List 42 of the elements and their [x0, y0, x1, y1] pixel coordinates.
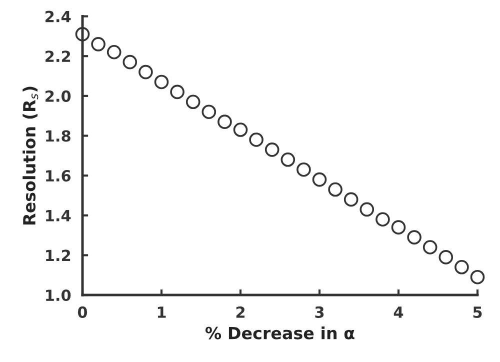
y-tick-label: 1.0 — [46, 289, 71, 302]
point — [202, 104, 216, 120]
point — [138, 64, 153, 80]
point — [264, 142, 280, 157]
point — [249, 132, 264, 147]
point — [312, 172, 327, 187]
point — [391, 220, 406, 234]
point — [296, 162, 311, 177]
point — [376, 212, 390, 227]
x-tick-label: 1 — [158, 306, 166, 318]
point — [233, 122, 248, 137]
point — [328, 182, 342, 197]
point — [454, 260, 469, 274]
point — [422, 240, 438, 254]
x-tick-label: 2 — [236, 306, 244, 318]
point — [186, 94, 200, 110]
point — [91, 37, 106, 52]
y-tick-label: 2.0 — [46, 90, 71, 102]
x-tick-label: 3 — [315, 306, 324, 318]
point — [344, 192, 358, 207]
x-tick-label: 5 — [473, 306, 482, 318]
point — [280, 152, 296, 167]
point — [170, 84, 184, 100]
point — [407, 230, 422, 244]
y-tick-label: 1.2 — [46, 250, 70, 262]
x-axis-title: % Decrease in α — [205, 326, 354, 340]
point — [154, 74, 169, 90]
point — [122, 54, 138, 70]
point — [438, 250, 454, 264]
point — [75, 27, 90, 42]
point — [470, 270, 485, 284]
y-tick-label: 2.4 — [46, 10, 71, 22]
y-tick-label: 1.8 — [46, 130, 70, 142]
point — [218, 114, 232, 129]
y-tick-label: 1.4 — [46, 210, 71, 222]
x-tick-label: 0 — [78, 306, 88, 318]
y-tick-label: 1.6 — [46, 170, 71, 182]
point — [360, 202, 374, 217]
point — [106, 44, 122, 60]
y-axis-title: Resolution (R$_{s}$) — [22, 86, 38, 224]
y-tick-label: 2.2 — [46, 50, 70, 62]
x-tick-label: 4 — [394, 306, 404, 318]
